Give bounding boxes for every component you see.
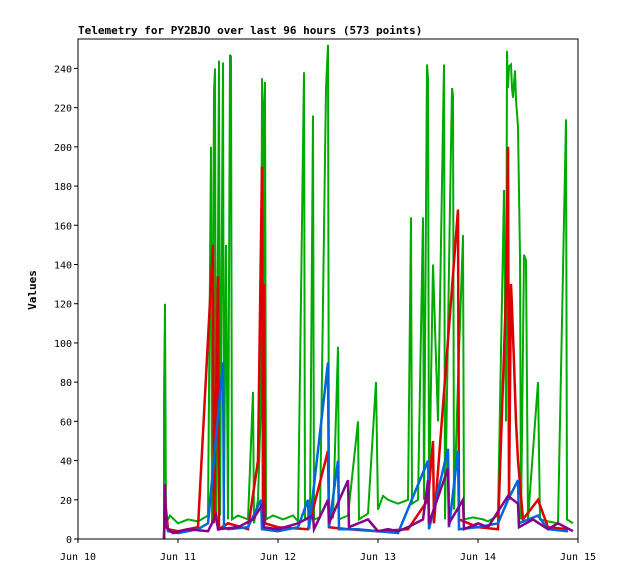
y-tick-label-10: 200 (54, 143, 72, 154)
y-tick-label-0: 0 (66, 535, 72, 546)
x-tick-label-5: Jun 15 (560, 552, 596, 563)
series-line-1 (163, 44, 574, 539)
y-tick-label-1: 20 (60, 496, 72, 507)
y-tick-label-5: 100 (54, 339, 72, 350)
y-tick-label-12: 240 (54, 64, 72, 75)
plot-frame (77, 38, 579, 540)
x-tick-label-4: Jun 14 (460, 552, 496, 563)
series-line-3 (162, 362, 569, 540)
y-tick-label-3: 60 (60, 417, 72, 428)
y-tick-label-4: 80 (60, 378, 72, 389)
y-tick-label-9: 180 (54, 182, 72, 193)
chart-title: Telemetry for PY2BJO over last 96 hours … (78, 24, 422, 37)
series-line-4 (162, 467, 574, 540)
x-tick-label-0: Jun 10 (60, 552, 96, 563)
y-tick-label-2: 40 (60, 457, 72, 468)
x-tick-label-1: Jun 11 (160, 552, 196, 563)
axis-layer: 0 20 40 60 80 100 120 140 160 180 200 220 240 Jun 10 J… (54, 64, 596, 563)
y-tick-label-6: 120 (54, 300, 72, 311)
x-tick-label-3: Jun 13 (360, 552, 396, 563)
y-tick-label-8: 160 (54, 221, 72, 232)
y-tick-label-7: 140 (54, 260, 72, 271)
series-layer (162, 44, 574, 540)
y-axis-label: Values (26, 270, 39, 310)
y-tick-label-11: 220 (54, 104, 72, 115)
x-tick-label-2: Jun 12 (260, 552, 296, 563)
